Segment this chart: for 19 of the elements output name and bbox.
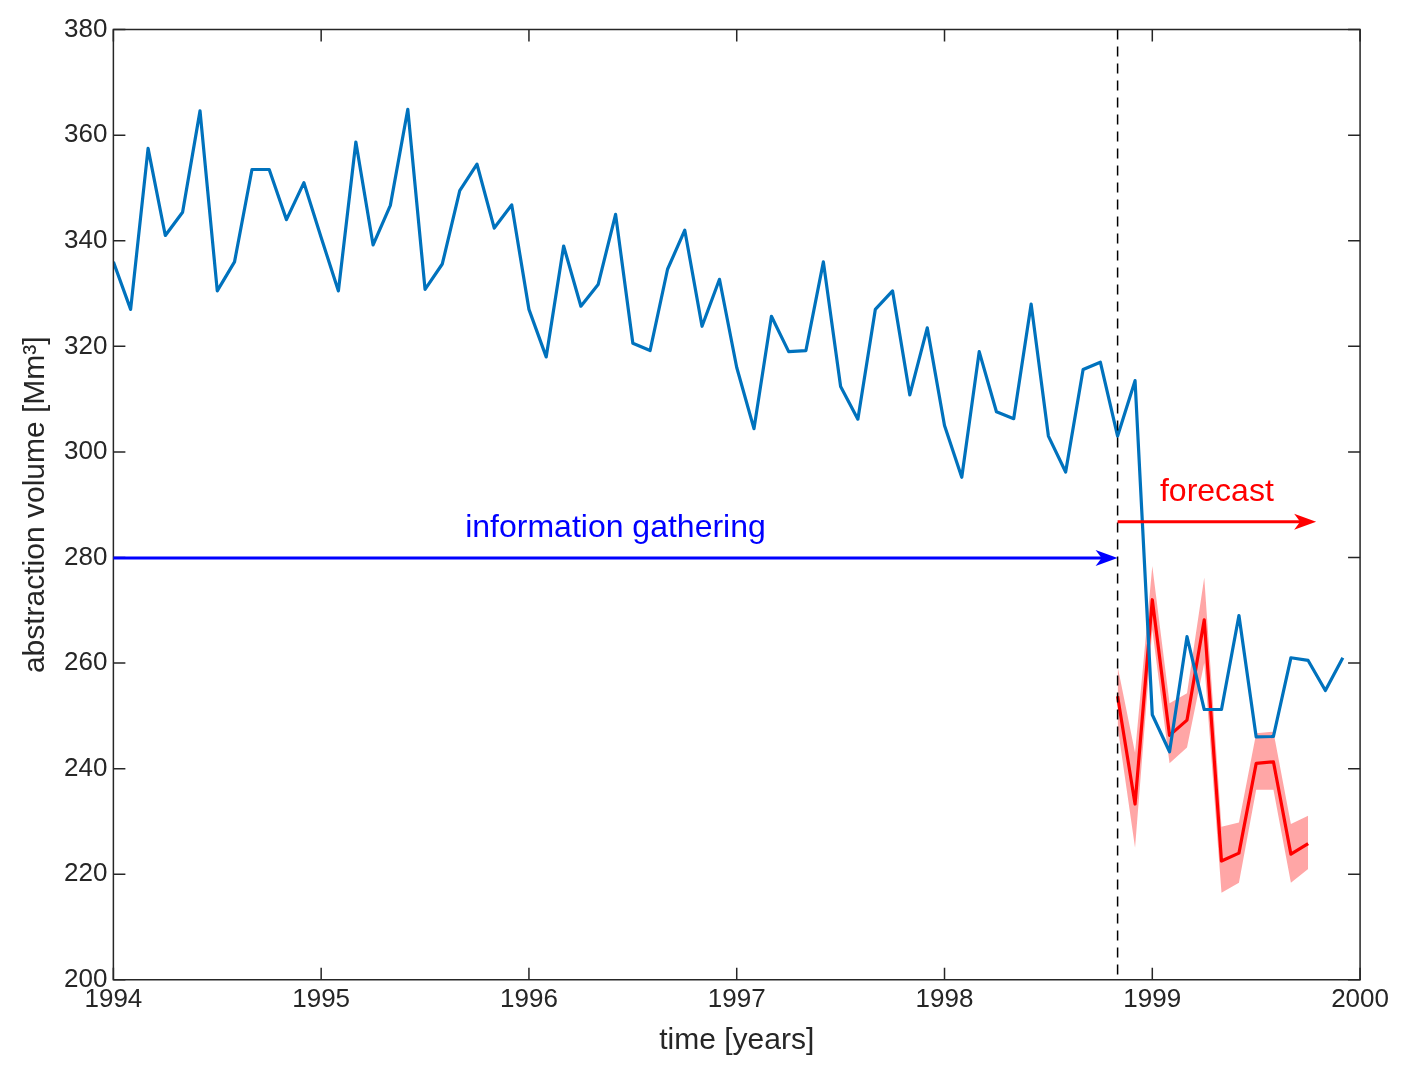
y-tick-label: 300 xyxy=(63,435,108,466)
x-tick-label: 1999 xyxy=(1123,982,1182,1013)
y-tick-label: 360 xyxy=(63,118,108,149)
y-tick-label: 260 xyxy=(63,646,108,677)
x-tick-label: 1998 xyxy=(915,982,974,1013)
x-tick-label: 1996 xyxy=(500,982,558,1013)
y-axis-title: abstraction volume [Mm³] xyxy=(17,336,51,674)
x-axis-title: time [years] xyxy=(659,1022,815,1056)
annotation: forecast xyxy=(1159,471,1274,508)
y-tick-label: 340 xyxy=(63,223,108,254)
y-tick-label: 380 xyxy=(63,12,108,43)
y-tick-label: 320 xyxy=(63,329,108,360)
y-tick-label: 220 xyxy=(63,857,108,888)
x-tick-label: 1997 xyxy=(707,982,766,1013)
annotation: information gathering xyxy=(465,507,766,544)
y-tick-label: 240 xyxy=(63,751,108,782)
x-tick-label: 2000 xyxy=(1331,982,1389,1013)
y-tick-label: 280 xyxy=(63,540,108,571)
x-tick-label: 1995 xyxy=(292,982,351,1013)
